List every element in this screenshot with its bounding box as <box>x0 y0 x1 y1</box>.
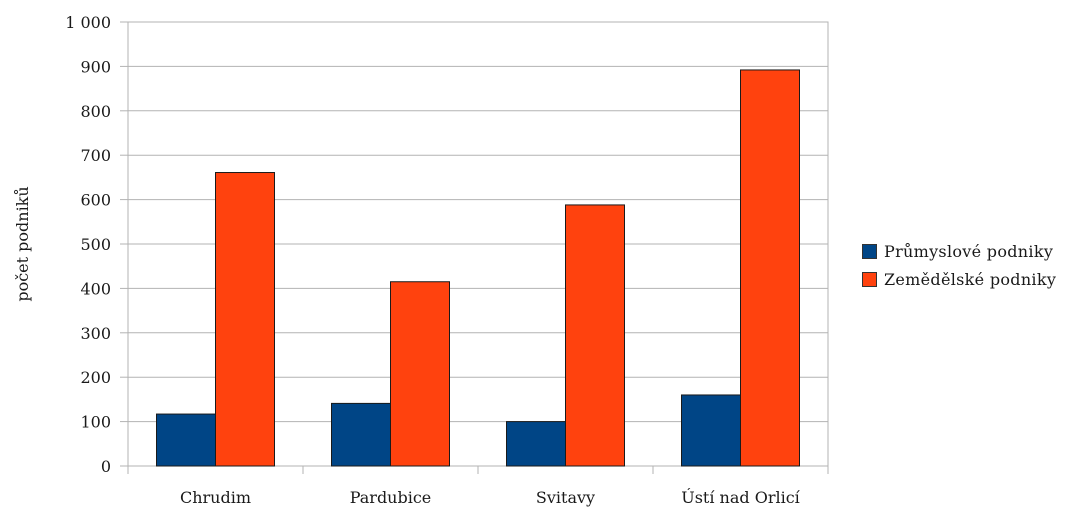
bar-zemedelske <box>565 204 625 467</box>
legend-swatch-prumyslove <box>862 243 877 259</box>
x-tick-label: Ústí nad Orlicí <box>681 487 800 507</box>
bar-zemedelske <box>215 172 275 467</box>
y-tick-label: 0 <box>101 457 111 476</box>
bar-prumyslove <box>156 413 216 467</box>
y-tick-label: 200 <box>80 368 111 387</box>
y-tick-label: 800 <box>80 102 111 121</box>
bar-zemedelske <box>740 69 800 467</box>
legend-item-zemedelske: Zemědělské podniky <box>862 265 1056 293</box>
y-tick-label: 1 000 <box>65 13 111 32</box>
bar-prumyslove <box>506 421 566 467</box>
legend: Průmyslové podniky Zemědělské podniky <box>862 237 1056 293</box>
bar-prumyslove <box>681 394 741 467</box>
x-tick-label: Chrudim <box>180 488 251 507</box>
y-tick-label: 400 <box>80 279 111 298</box>
bar-zemedelske <box>390 281 450 467</box>
x-tick-label: Pardubice <box>350 488 432 507</box>
x-tick-label: Svitavy <box>536 488 595 507</box>
bar-prumyslove <box>331 402 391 467</box>
y-tick-label: 900 <box>80 57 111 76</box>
y-tick-label: 100 <box>80 413 111 432</box>
y-tick-label: 500 <box>80 235 111 254</box>
y-tick-label: 300 <box>80 324 111 343</box>
y-axis-label: počet podniků <box>13 186 32 301</box>
legend-item-prumyslove: Průmyslové podniky <box>862 237 1056 265</box>
legend-swatch-zemedelske <box>862 271 877 287</box>
y-tick-label: 600 <box>80 191 111 210</box>
legend-label-prumyslove: Průmyslové podniky <box>884 241 1054 261</box>
legend-label-zemedelske: Zemědělské podniky <box>884 269 1057 289</box>
y-tick-label: 700 <box>80 146 111 165</box>
